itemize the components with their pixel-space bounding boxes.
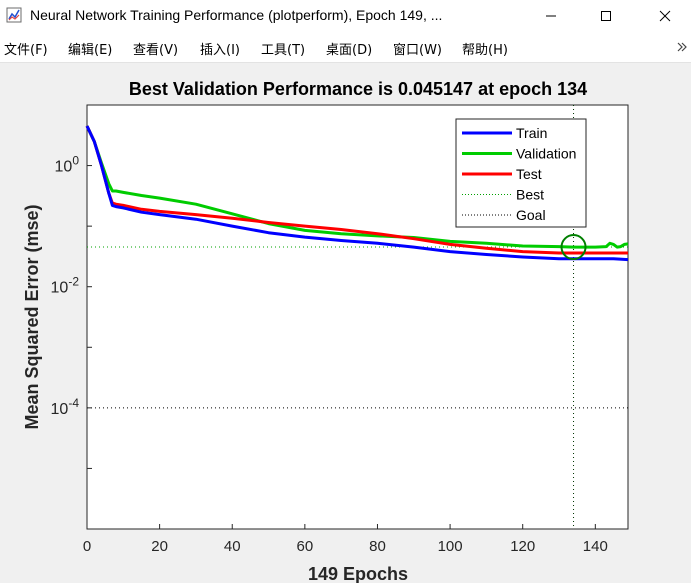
menu-bar: 文件(F) 编辑(E) 查看(V) 插入(I) 工具(T) 桌面(D) 窗口(W… bbox=[0, 32, 691, 63]
double-chevron-right-icon[interactable] bbox=[676, 40, 688, 54]
x-tick-label: 60 bbox=[297, 538, 314, 555]
x-tick-label: 0 bbox=[83, 538, 91, 555]
menu-tools[interactable]: 工具(T) bbox=[261, 43, 306, 58]
reference-lines bbox=[87, 105, 628, 529]
x-tick-label: 20 bbox=[151, 538, 168, 555]
y-tick-label: 100 bbox=[55, 154, 80, 176]
series-line-train bbox=[85, 125, 629, 262]
maximize-button[interactable] bbox=[583, 0, 629, 32]
legend-label-train: Train bbox=[516, 125, 547, 141]
minimize-icon bbox=[546, 15, 556, 17]
y-tick-label: 10-2 bbox=[51, 275, 80, 297]
x-tick-label: 80 bbox=[369, 538, 386, 555]
minimize-button[interactable] bbox=[528, 0, 574, 32]
y-axis-label: Mean Squared Error (mse) bbox=[22, 204, 42, 429]
menu-edit[interactable]: 编辑(E) bbox=[68, 43, 113, 58]
menu-view[interactable]: 查看(V) bbox=[133, 43, 179, 58]
performance-chart: Best Validation Performance is 0.045147 … bbox=[22, 79, 629, 583]
axes: 0 20 40 60 80 100 120 140 100 10-2 10-4 bbox=[51, 104, 608, 555]
menu-help[interactable]: 帮助(H) bbox=[462, 43, 508, 58]
x-axis-label: 149 Epochs bbox=[308, 564, 408, 583]
chart-title: Best Validation Performance is 0.045147 … bbox=[129, 79, 587, 99]
legend-label-best: Best bbox=[516, 187, 544, 203]
series-lines bbox=[85, 125, 629, 262]
menu-file[interactable]: 文件(F) bbox=[4, 43, 48, 58]
menu-desktop[interactable]: 桌面(D) bbox=[326, 43, 373, 58]
y-tick-label: 10-4 bbox=[51, 396, 80, 418]
maximize-icon bbox=[601, 11, 611, 21]
x-tick-label: 120 bbox=[510, 538, 535, 555]
menu-insert[interactable]: 插入(I) bbox=[200, 43, 240, 58]
series-line-validation bbox=[85, 125, 629, 249]
x-tick-label: 140 bbox=[583, 538, 608, 555]
best-epoch-marker bbox=[560, 234, 587, 261]
window-title: Neural Network Training Performance (plo… bbox=[30, 7, 443, 23]
close-icon bbox=[659, 10, 671, 22]
legend-label-validation: Validation bbox=[516, 146, 576, 162]
title-bar[interactable]: Neural Network Training Performance (plo… bbox=[0, 0, 691, 32]
menu-window[interactable]: 窗口(W) bbox=[393, 43, 442, 58]
legend[interactable]: Train Validation Test Best Goal bbox=[455, 118, 587, 228]
x-tick-label: 40 bbox=[224, 538, 241, 555]
close-button[interactable] bbox=[642, 0, 688, 32]
legend-label-goal: Goal bbox=[516, 207, 546, 223]
figure-area: Best Validation Performance is 0.045147 … bbox=[0, 63, 691, 583]
matlab-figure-icon bbox=[6, 7, 22, 23]
x-tick-label: 100 bbox=[438, 538, 463, 555]
legend-label-test: Test bbox=[516, 166, 542, 182]
